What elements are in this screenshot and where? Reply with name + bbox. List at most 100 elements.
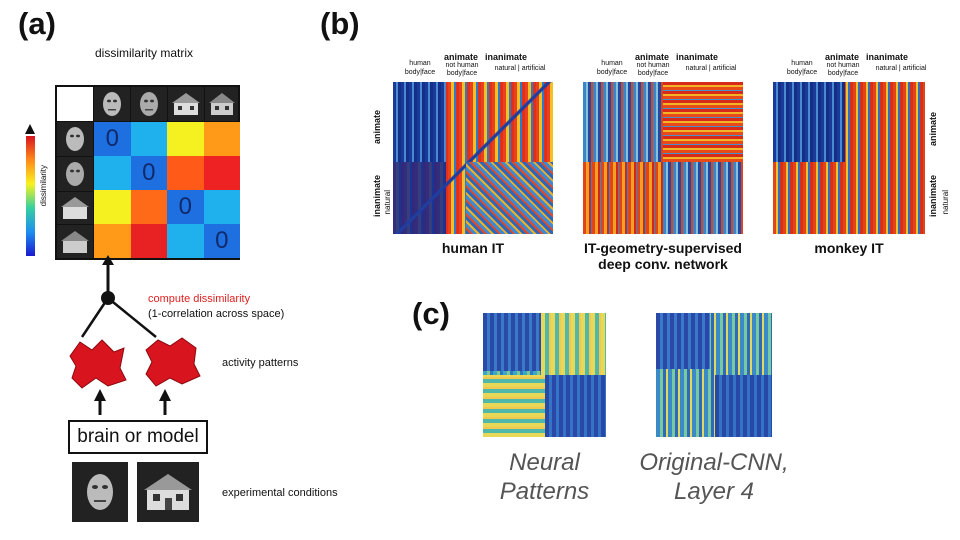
- header-body-face: body|face: [786, 69, 818, 76]
- header-animate: animate: [444, 52, 479, 62]
- matrix-cell: [167, 156, 204, 190]
- rdm-block: [583, 162, 663, 234]
- caption-line: Patterns: [499, 478, 590, 505]
- pipeline-arrows: [80, 255, 171, 415]
- header-body: body: [446, 70, 463, 77]
- face-thumbnail-icon: [131, 87, 167, 121]
- header-natural-artificial: natural | artificial: [685, 65, 737, 72]
- matrix-cell: [167, 224, 204, 258]
- header-natural-artificial: natural | artificial: [875, 65, 927, 72]
- header-body: body: [637, 70, 654, 77]
- matrix-cell: [130, 190, 167, 224]
- rdm-title-monkey-it: monkey IT: [814, 240, 884, 256]
- header-artificial: artificial: [712, 65, 737, 72]
- header-body-face: body|face: [404, 69, 436, 76]
- header-animate: animate: [825, 52, 860, 62]
- caption-line: Neural: [509, 449, 580, 476]
- side-animate: animate: [372, 110, 382, 145]
- matrix-cell: 0: [203, 224, 240, 258]
- header-body-face: body|face: [637, 70, 669, 77]
- header-inanimate: inanimate: [866, 52, 909, 62]
- rdm-block: [483, 313, 541, 371]
- face-thumbnail-icon: [57, 157, 93, 191]
- activity-pattern-icon: [145, 337, 201, 387]
- face-thumbnail-icon: [57, 122, 93, 156]
- house-photo-icon: [137, 462, 199, 522]
- rdm-block: [541, 313, 606, 375]
- side-animate-right: animate: [928, 112, 938, 147]
- panel-b-label: (b): [320, 6, 360, 41]
- rdm-title-network-2: deep conv. network: [598, 256, 728, 272]
- activity-pattern-icon: [69, 339, 127, 389]
- rdm-block: [466, 162, 553, 234]
- header-artificial: artificial: [521, 65, 546, 72]
- colorbar-label: dissimilarity: [39, 165, 48, 207]
- header-inanimate: inanimate: [676, 52, 719, 62]
- matrix-cell: [130, 122, 167, 156]
- colorbar-arrow-icon: [25, 124, 35, 134]
- header-animate: animate: [635, 52, 670, 62]
- matrix-cell: 0: [167, 190, 204, 224]
- matrix-title: dissimilarity matrix: [95, 46, 194, 60]
- panel-c-label: (c): [412, 296, 450, 331]
- face-photo-icon: [72, 462, 128, 522]
- header-human: human: [791, 60, 813, 67]
- header-body-face: body|face: [827, 70, 859, 77]
- matrix-cell: 0: [94, 122, 131, 156]
- header-body: body: [404, 69, 421, 76]
- matrix-cell: [203, 122, 240, 156]
- rdm-block: [545, 375, 606, 437]
- caption-line: Original-CNN,: [639, 449, 789, 476]
- matrix-cell: [94, 190, 131, 224]
- header-not-human: not human: [636, 62, 670, 69]
- house-thumbnail-icon: [57, 192, 93, 224]
- header-body-face: body|face: [596, 69, 628, 76]
- face-thumbnail-icon: [94, 87, 130, 121]
- conditions-label: experimental conditions: [222, 487, 338, 499]
- header-body: body: [596, 69, 613, 76]
- header-not-human: not human: [826, 62, 860, 69]
- rdm-title-network-1: IT-geometry-supervised: [584, 240, 742, 256]
- side-natural-right: natural: [941, 190, 950, 215]
- rdm-block: [663, 82, 743, 162]
- brain-or-model-box: brain or model: [68, 420, 208, 454]
- matrix-cell: 0: [130, 156, 167, 190]
- side-inanimate-right: inanimate: [928, 175, 938, 218]
- matrix-cell: [203, 190, 240, 224]
- house-thumbnail-icon: [57, 225, 93, 258]
- caption-original-cnn: Original-CNN, Layer 4: [630, 448, 798, 506]
- panel-a-label: (a): [18, 6, 56, 41]
- matrix-corner: [57, 87, 93, 121]
- activity-label: activity patterns: [222, 357, 299, 369]
- header-not-human: not human: [445, 62, 479, 69]
- header-face: face: [613, 69, 628, 76]
- header-face: face: [844, 70, 859, 77]
- matrix-cell: [167, 122, 204, 156]
- caption-line: Layer 4: [673, 478, 755, 505]
- header-face: face: [421, 69, 436, 76]
- header-body: body: [827, 70, 844, 77]
- header-face: face: [803, 69, 818, 76]
- rdm-block: [483, 375, 545, 437]
- header-artificial: artificial: [902, 65, 927, 72]
- matrix-cells: 0 0 0 0: [94, 122, 240, 258]
- header-natural: natural: [685, 65, 707, 72]
- header-natural-artificial: natural | artificial: [494, 65, 546, 72]
- rdm-block: [715, 375, 772, 437]
- matrix-cell: [94, 224, 131, 258]
- matrix-cell: [203, 156, 240, 190]
- house-thumbnail-icon: [205, 87, 238, 121]
- caption-neural-patterns: Neural Patterns: [483, 448, 606, 506]
- header-inanimate: inanimate: [485, 52, 528, 62]
- header-natural: natural: [494, 65, 516, 72]
- header-human: human: [601, 60, 623, 67]
- header-body-face: body|face: [446, 70, 478, 77]
- rdm-block: [773, 82, 845, 162]
- side-inanimate: inanimate: [372, 175, 382, 218]
- compute-subtitle: (1-correlation across space): [148, 308, 285, 320]
- side-natural: natural: [383, 190, 392, 215]
- header-face: face: [463, 70, 478, 77]
- header-body: body: [786, 69, 803, 76]
- header-face: face: [654, 70, 669, 77]
- header-human: human: [409, 60, 431, 67]
